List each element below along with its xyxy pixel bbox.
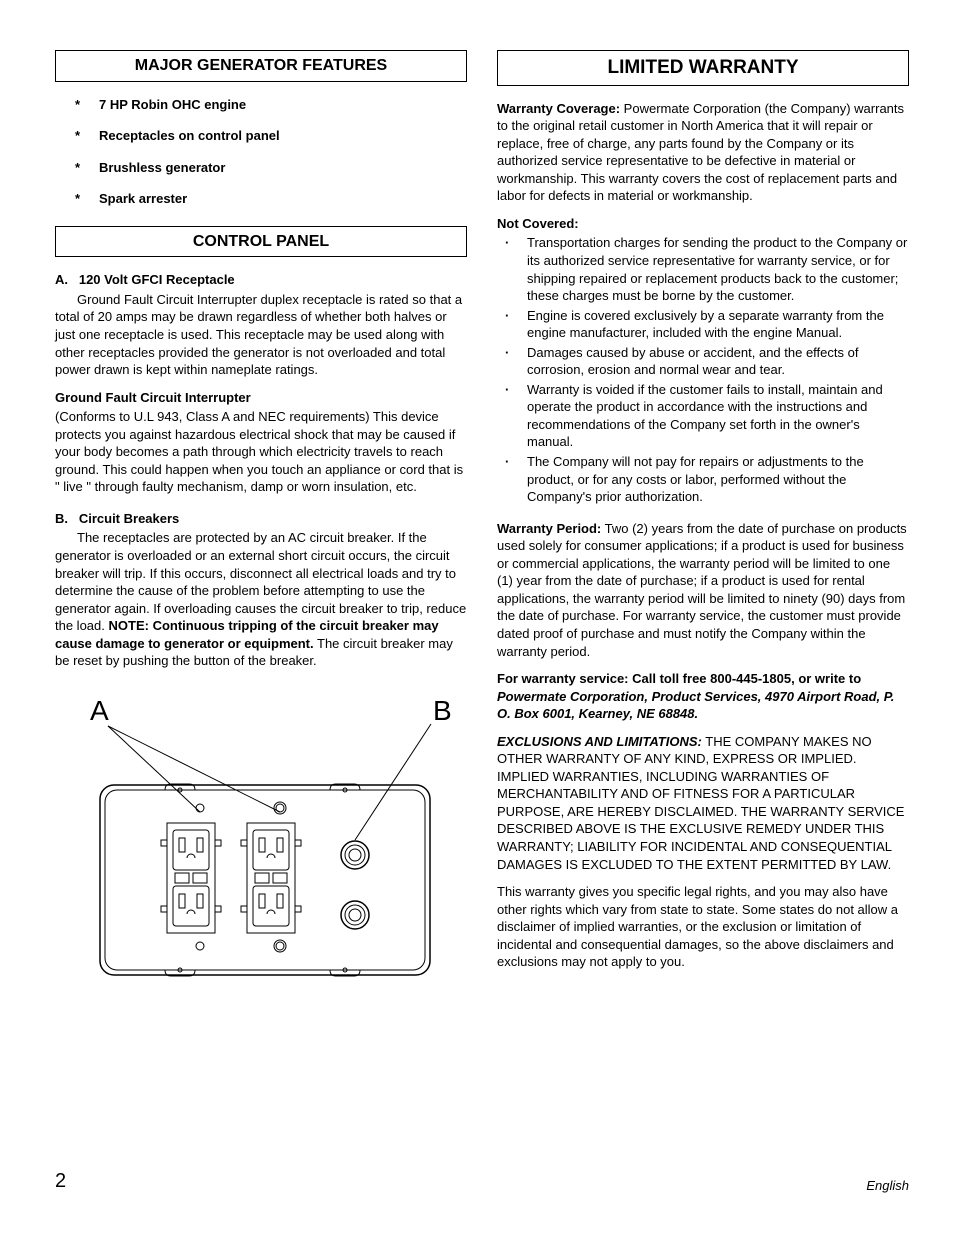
major-features-heading: MAJOR GENERATOR FEATURES <box>55 50 467 82</box>
section-b-title: B. Circuit Breakers <box>55 510 467 528</box>
not-covered-item: The Company will not pay for repairs or … <box>497 453 909 506</box>
not-covered-item: Warranty is voided if the customer fails… <box>497 381 909 451</box>
section-b-name: Circuit Breakers <box>79 511 179 526</box>
not-covered-item: Transportation charges for sending the p… <box>497 234 909 304</box>
feature-list: 7 HP Robin OHC engine Receptacles on con… <box>75 96 467 208</box>
warranty-service: For warranty service: Call toll free 800… <box>497 670 909 723</box>
not-covered-list: Transportation charges for sending the p… <box>497 234 909 505</box>
control-panel-diagram: A B <box>55 690 467 990</box>
feature-item: 7 HP Robin OHC engine <box>75 96 467 114</box>
diagram-label-a: A <box>90 695 109 726</box>
left-column: MAJOR GENERATOR FEATURES 7 HP Robin OHC … <box>55 50 467 990</box>
diagram-label-b: B <box>433 695 452 726</box>
exclusions: EXCLUSIONS AND LIMITATIONS: THE COMPANY … <box>497 733 909 873</box>
section-a-title: A. 120 Volt GFCI Receptacle <box>55 271 467 289</box>
feature-item: Brushless generator <box>75 159 467 177</box>
language-label: English <box>866 1177 909 1195</box>
section-a-body: Ground Fault Circuit Interrupter duplex … <box>55 291 467 379</box>
feature-item: Spark arrester <box>75 190 467 208</box>
control-panel-heading: CONTROL PANEL <box>55 226 467 258</box>
warranty-period: Warranty Period: Two (2) years from the … <box>497 520 909 660</box>
warranty-heading: LIMITED WARRANTY <box>497 50 909 86</box>
right-column: LIMITED WARRANTY Warranty Coverage: Powe… <box>497 50 909 990</box>
page-number: 2 <box>55 1168 66 1195</box>
section-a-name: 120 Volt GFCI Receptacle <box>79 272 235 287</box>
section-b-label: B. <box>55 511 68 526</box>
not-covered-item: Engine is covered exclusively by a separ… <box>497 307 909 342</box>
feature-item: Receptacles on control panel <box>75 127 467 145</box>
gfci-title: Ground Fault Circuit Interrupter <box>55 389 467 407</box>
warranty-coverage: Warranty Coverage: Powermate Corporation… <box>497 100 909 205</box>
not-covered-item: Damages caused by abuse or accident, and… <box>497 344 909 379</box>
gfci-body: (Conforms to U.L 943, Class A and NEC re… <box>55 408 467 496</box>
not-covered-label: Not Covered: <box>497 215 909 233</box>
section-b-body: The receptacles are protected by an AC c… <box>55 529 467 669</box>
section-a-label: A. <box>55 272 68 287</box>
legal-rights: This warranty gives you specific legal r… <box>497 883 909 971</box>
